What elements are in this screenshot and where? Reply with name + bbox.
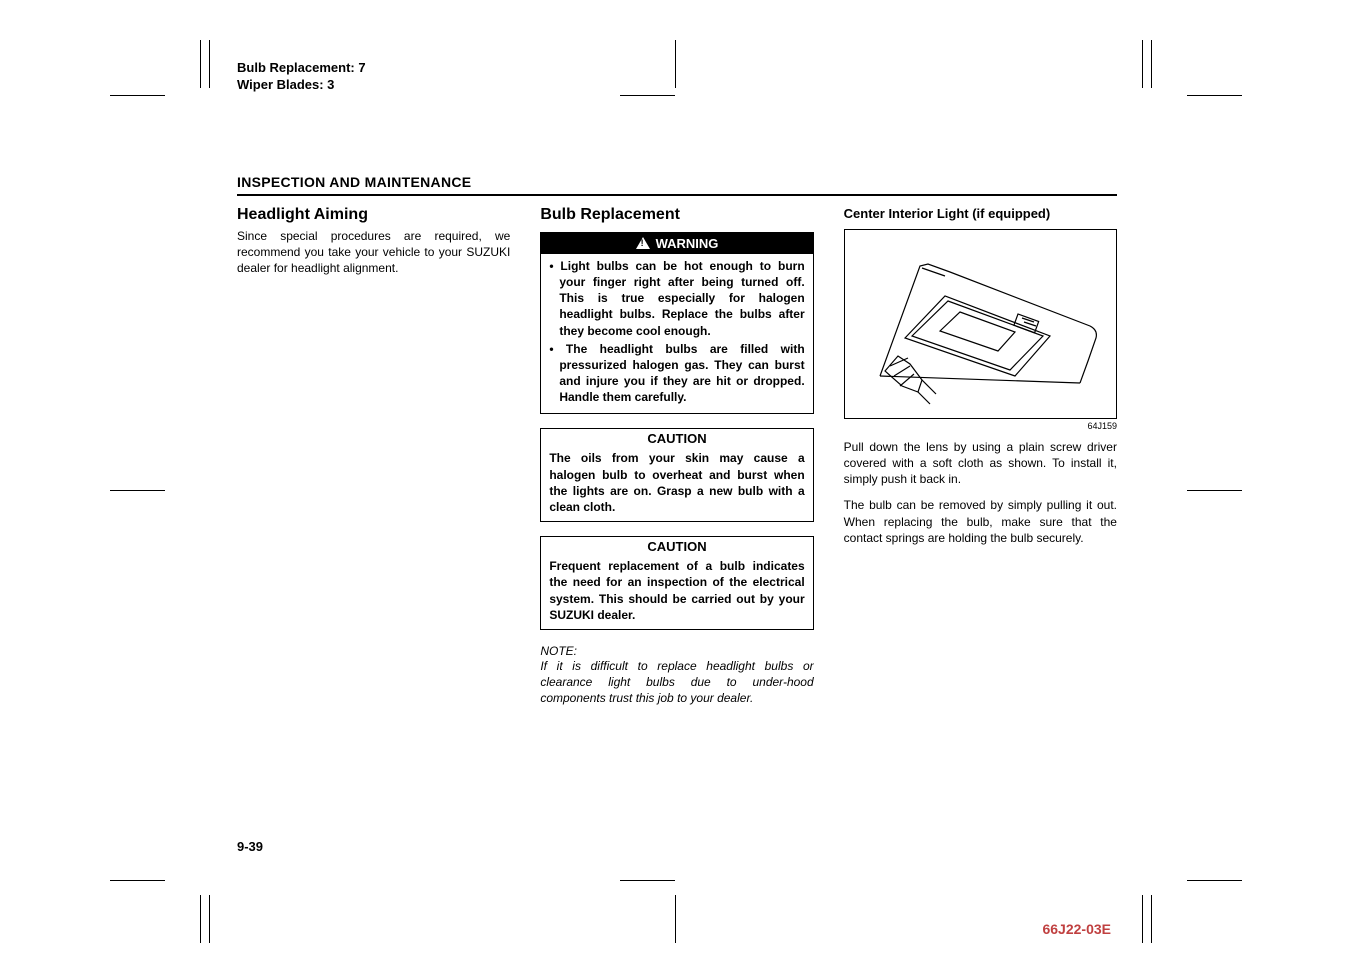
breadcrumb-line: Wiper Blades: 3 [237, 77, 1117, 94]
warning-bullet: • The headlight bulbs are filled with pr… [549, 341, 804, 406]
page-container: Bulb Replacement: 7 Wiper Blades: 3 INSP… [237, 60, 1117, 707]
heading-center-interior-light: Center Interior Light (if equipped) [844, 206, 1117, 221]
crop-mark [200, 40, 201, 88]
crop-mark [209, 40, 210, 88]
crop-mark [1151, 40, 1152, 88]
caution-label: CAUTION [541, 537, 812, 554]
warning-bullet: • Light bulbs can be hot enough to burn … [549, 258, 804, 339]
crop-mark [110, 95, 165, 96]
column-2: Bulb Replacement WARNING • Light bulbs c… [540, 206, 813, 707]
warning-content: • Light bulbs can be hot enough to burn … [541, 254, 812, 414]
column-3: Center Interior Light (if equipped) [844, 206, 1117, 707]
note-text: If it is difficult to replace headlight … [540, 658, 813, 707]
note-label: NOTE: [540, 644, 813, 658]
heading-bulb-replacement: Bulb Replacement [540, 206, 813, 224]
column-1: Headlight Aiming Since special procedure… [237, 206, 510, 707]
warning-box: WARNING • Light bulbs can be hot enough … [540, 232, 813, 415]
warning-label: WARNING [656, 236, 719, 251]
caution-box: CAUTION Frequent replacement of a bulb i… [540, 536, 813, 630]
figure-interior-light [844, 229, 1117, 419]
figure-caption: 64J159 [844, 421, 1117, 431]
content-columns: Headlight Aiming Since special procedure… [237, 206, 1117, 707]
caution-content: Frequent replacement of a bulb indicates… [541, 554, 812, 629]
caution-label: CAUTION [541, 429, 812, 446]
crop-mark [110, 880, 165, 881]
warning-triangle-icon [636, 237, 650, 249]
breadcrumb-line: Bulb Replacement: 7 [237, 60, 1117, 77]
page-number: 9-39 [237, 839, 263, 854]
crop-mark [1142, 895, 1143, 943]
caution-content: The oils from your skin may cause a halo… [541, 446, 812, 521]
interior-light-diagram [850, 236, 1110, 411]
warning-header: WARNING [541, 233, 812, 254]
crop-mark [200, 895, 201, 943]
crop-mark [675, 895, 676, 943]
crop-mark [1187, 880, 1242, 881]
caution-box: CAUTION The oils from your skin may caus… [540, 428, 813, 522]
body-text: Pull down the lens by using a plain scre… [844, 439, 1117, 488]
breadcrumb: Bulb Replacement: 7 Wiper Blades: 3 [237, 60, 1117, 94]
document-code: 66J22-03E [1042, 921, 1111, 937]
crop-mark [620, 880, 675, 881]
crop-mark [209, 895, 210, 943]
body-text: Since special procedures are required, w… [237, 228, 510, 277]
heading-headlight-aiming: Headlight Aiming [237, 206, 510, 224]
crop-mark [1142, 40, 1143, 88]
section-header: INSPECTION AND MAINTENANCE [237, 174, 1117, 196]
crop-mark [1187, 95, 1242, 96]
body-text: The bulb can be removed by simply pullin… [844, 497, 1117, 546]
crop-mark [110, 490, 165, 491]
crop-mark [1151, 895, 1152, 943]
crop-mark [1187, 490, 1242, 491]
